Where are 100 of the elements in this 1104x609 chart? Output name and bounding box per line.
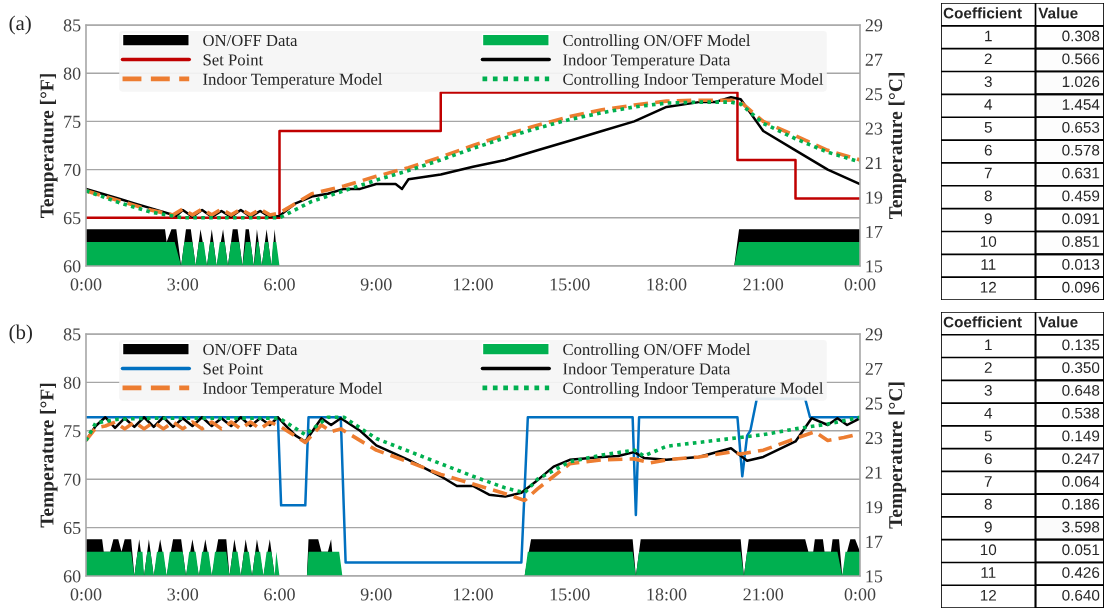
y-tick-label: 80 <box>63 376 81 389</box>
y2-tick-label: 19 <box>866 191 883 204</box>
data-label: 0.459 <box>1062 190 1100 202</box>
y-axis-title: Coefficient <box>943 316 1022 328</box>
legend-label: ON/OFF Data <box>203 34 298 47</box>
chart-title: (b) <box>9 324 32 344</box>
data-label: 0.426 <box>1062 567 1100 578</box>
y2-tick-label: 27 <box>865 53 883 66</box>
data-label: 0.350 <box>1062 362 1100 374</box>
y-tick-label: 75 <box>64 115 81 128</box>
legend-label: Set Point <box>203 54 264 66</box>
data-label: 0.566 <box>1062 53 1100 65</box>
data-label: 0.091 <box>1062 213 1100 225</box>
y-tick-label: 9 <box>984 521 992 533</box>
x-tick-label: 21:00 <box>743 278 784 291</box>
x-tick-label: 0:00 <box>844 588 876 601</box>
y2-axis-title: Temperature [°C] <box>888 73 907 220</box>
y-tick-label: 5 <box>984 122 992 133</box>
data-label: 0.851 <box>1062 236 1100 247</box>
data-label: 0.051 <box>1062 544 1100 556</box>
x-tick-label: 0:00 <box>70 278 102 291</box>
y2-tick-label: 15 <box>866 570 883 583</box>
y2-tick-label: 17 <box>866 535 883 548</box>
legend-label: Controlling ON/OFF Model <box>563 343 751 359</box>
y2-tick-label: 23 <box>865 122 883 135</box>
data-label: 3.598 <box>1062 521 1100 533</box>
legend-label: Indoor Temperature Data <box>563 362 731 378</box>
data-label: 0.247 <box>1062 453 1100 465</box>
data-label: 0.631 <box>1062 167 1100 179</box>
y2-tick-label: 19 <box>866 501 883 514</box>
y2-axis-title: Temperature [°C] <box>888 382 907 529</box>
y-tick-label: 1 <box>985 30 992 42</box>
data-label: 0.013 <box>1062 259 1100 270</box>
y2-tick-label: 25 <box>865 88 883 101</box>
y2-tick-label: 21 <box>865 157 882 169</box>
y2-tick-label: 17 <box>866 225 883 238</box>
x-tick-label: 6:00 <box>264 278 295 291</box>
data-label: 0.186 <box>1062 498 1100 510</box>
legend-label: Indoor Temperature Model <box>203 73 383 89</box>
x-tick-label: 15:00 <box>550 278 590 291</box>
y-tick-label: 8 <box>984 190 992 202</box>
data-label: 0.538 <box>1062 407 1100 419</box>
legend-label: ON/OFF Data <box>203 343 298 356</box>
legend-label: Controlling Indoor Temperature Model <box>563 382 824 398</box>
y-tick-label: 60 <box>63 570 81 583</box>
y-tick-label: 12 <box>980 589 996 601</box>
y-tick-label: 4 <box>984 99 993 110</box>
x-tick-label: Value <box>1038 316 1078 328</box>
data-label: 0.064 <box>1062 476 1100 487</box>
x-tick-label: 12:00 <box>454 588 493 601</box>
y-tick-label: 11 <box>981 259 996 270</box>
x-tick-label: 0:00 <box>844 278 876 291</box>
x-tick-label: 18:00 <box>647 278 687 291</box>
y-tick-label: 10 <box>980 236 997 247</box>
data-label: 0.648 <box>1062 384 1100 396</box>
x-tick-label: 6:00 <box>264 588 295 601</box>
y-tick-label: 85 <box>63 328 81 341</box>
data-label: 1.454 <box>1062 99 1100 110</box>
y-tick-label: 12 <box>980 281 996 293</box>
y-tick-label: 1 <box>985 339 992 351</box>
legend-label: Set Point <box>203 363 264 375</box>
x-tick-label: 9:00 <box>360 278 392 291</box>
y-tick-label: 70 <box>64 473 81 486</box>
y2-tick-label: 29 <box>865 19 883 32</box>
x-tick-label: 18:00 <box>647 588 687 601</box>
y-tick-label: 7 <box>984 167 992 179</box>
legend-label: Controlling ON/OFF Model <box>563 34 751 50</box>
x-tick-label: 21:00 <box>743 588 784 601</box>
data-label: 0.653 <box>1062 121 1100 133</box>
y-tick-label: 2 <box>984 362 992 373</box>
data-label: 0.149 <box>1062 430 1100 442</box>
data-label: 0.135 <box>1062 339 1100 351</box>
y-tick-label: 6 <box>984 453 992 465</box>
y-tick-label: 65 <box>63 521 81 535</box>
x-tick-label: 3:00 <box>167 278 199 291</box>
y-tick-label: 11 <box>981 567 996 578</box>
y2-tick-label: 27 <box>865 362 883 375</box>
y-tick-label: 60 <box>63 260 81 273</box>
x-tick-label: 0:00 <box>70 588 102 601</box>
y-tick-label: 75 <box>64 425 81 438</box>
y-tick-label: 2 <box>984 53 992 65</box>
legend-label: Indoor Temperature Data <box>563 53 731 69</box>
y-tick-label: 7 <box>984 476 992 487</box>
y-tick-label: 8 <box>984 498 992 510</box>
y-tick-label: 3 <box>984 384 992 396</box>
y-axis-title: Temperature [°F] <box>39 383 58 528</box>
data-label: 0.578 <box>1062 144 1100 156</box>
y2-tick-label: 15 <box>866 260 883 273</box>
y2-tick-label: 25 <box>865 397 883 410</box>
y-tick-label: 5 <box>984 430 992 442</box>
y-tick-label: 6 <box>984 144 992 156</box>
legend-label: Controlling Indoor Temperature Model <box>563 73 824 89</box>
x-tick-label: 12:00 <box>454 278 493 291</box>
x-tick-label: 3:00 <box>167 588 199 601</box>
y-tick-label: 85 <box>63 19 81 32</box>
y-axis-title: Coefficient <box>943 7 1022 19</box>
chart-title: (a) <box>9 15 31 35</box>
data-label: 0.096 <box>1062 281 1100 293</box>
y-tick-label: 80 <box>63 67 81 80</box>
y-tick-label: 4 <box>984 407 993 419</box>
